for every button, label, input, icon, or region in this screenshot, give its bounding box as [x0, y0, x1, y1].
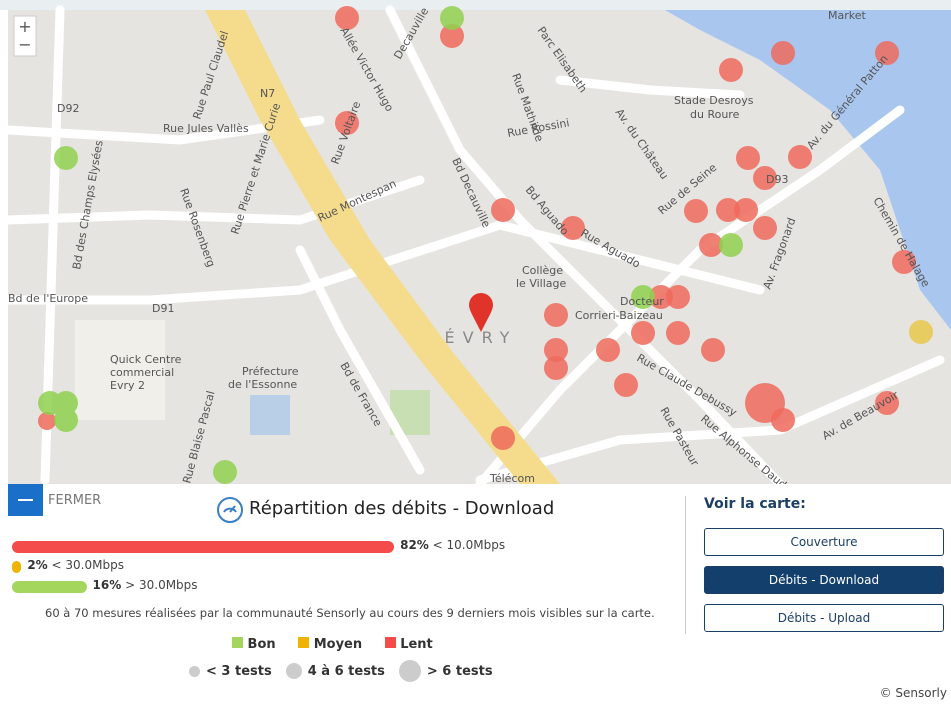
map-label: Télécom	[489, 472, 535, 484]
map-label: D92	[57, 102, 79, 115]
gauge-icon	[217, 497, 243, 523]
legend-item: Bon	[247, 637, 276, 652]
map-label: de l'Essonne	[228, 378, 297, 391]
map-label: Evry 2	[110, 379, 145, 392]
bar	[12, 561, 22, 573]
legend-size: < 3 tests 4 à 6 tests > 6 tests	[189, 660, 493, 682]
zoom-in[interactable]: +	[18, 17, 31, 36]
map-pin	[469, 293, 493, 332]
map-dots	[38, 6, 933, 484]
map-label: Stade Desroys	[674, 94, 754, 107]
map-label: du Roure	[690, 108, 740, 121]
map-label: Collège	[522, 264, 563, 277]
bar	[12, 581, 87, 593]
map-label: Quick Centre	[110, 353, 182, 366]
zoom-out[interactable]: −	[18, 35, 31, 54]
sidebar-heading: Voir la carte:	[704, 496, 806, 512]
note: 60 à 70 mesures réalisées par la communa…	[45, 606, 655, 620]
map-label: Préfecture	[242, 365, 299, 378]
legend-item: 4 à 6 tests	[307, 663, 385, 679]
map-label: Market	[828, 9, 866, 22]
legend-quality: Bon Moyen Lent	[232, 637, 433, 652]
map-label: Docteur	[620, 295, 664, 308]
button[interactable]: Débits - Upload	[704, 604, 944, 632]
legend-item: Lent	[400, 637, 433, 652]
map-label: D93	[766, 173, 788, 186]
bar-range: < 30.0Mbps	[51, 558, 124, 572]
button[interactable]: Débits - Download	[704, 566, 944, 594]
map-label: D91	[152, 302, 174, 315]
map-label: le Village	[516, 277, 566, 290]
map-label: commercial	[110, 366, 174, 379]
panel: FERMER Répartition des débits - Download…	[0, 484, 951, 704]
button[interactable]: Couverture	[704, 528, 944, 556]
legend-item: < 3 tests	[206, 663, 272, 679]
bar	[12, 541, 395, 553]
map-label: Rue Jules Vallès	[163, 122, 249, 135]
map-label: Bd de l'Europe	[8, 292, 88, 305]
zoom[interactable]: + −	[13, 15, 37, 57]
bar-label: 16% > 30.0Mbps	[93, 578, 198, 592]
legend-item: Moyen	[313, 637, 363, 652]
bar-label: 82% < 10.0Mbps	[400, 538, 505, 552]
panel-title: Répartition des débits - Download	[249, 498, 555, 519]
legend-item: > 6 tests	[426, 663, 493, 679]
bar-value: 82%	[400, 538, 429, 552]
close-label[interactable]: FERMER	[48, 493, 102, 508]
footer: © Sensorly	[879, 686, 947, 700]
map[interactable]: + − ÉVRY Rue Paul Claudel Bd des Champs …	[0, 0, 951, 484]
bar-value: 2%	[27, 558, 48, 572]
map-city: ÉVRY	[445, 328, 518, 347]
bar-label: 2% < 30.0Mbps	[27, 558, 124, 572]
bar-value: 16%	[92, 578, 122, 592]
bar-range: > 30.0Mbps	[125, 578, 198, 592]
close-button[interactable]	[8, 484, 43, 516]
map-label: N7	[260, 87, 275, 100]
map-label: Corrieri-Baizeau	[575, 309, 663, 322]
bar-range: < 10.0Mbps	[432, 538, 506, 552]
